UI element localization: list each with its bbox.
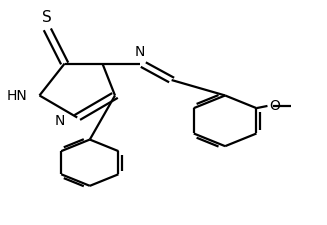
Text: N: N bbox=[135, 45, 145, 59]
Text: HN: HN bbox=[6, 89, 27, 103]
Text: O: O bbox=[269, 98, 280, 112]
Text: S: S bbox=[43, 10, 52, 25]
Text: N: N bbox=[54, 113, 65, 127]
